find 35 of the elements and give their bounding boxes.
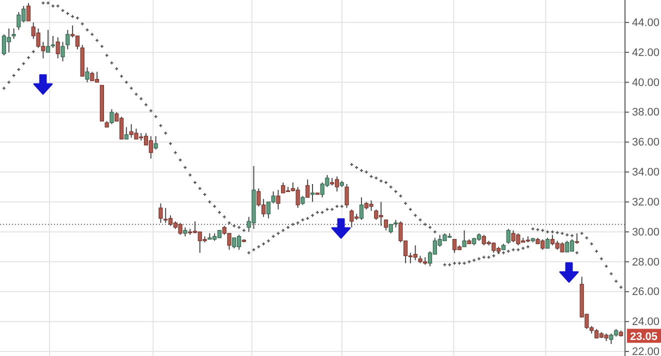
candlestick [384,219,388,231]
candlestick [154,136,158,150]
candlestick [306,178,310,198]
candlestick [276,189,280,210]
candlestick [85,66,90,83]
candlestick [26,2,31,22]
candlestick [110,108,114,125]
annotation: 23.05 [630,330,658,343]
y-tick-label: 22.00 [632,346,660,356]
candlestick [12,28,16,40]
y-tick-label: 30.00 [632,226,660,238]
candlestick [60,41,65,62]
candlestick [66,29,70,50]
candlestick [359,196,364,220]
y-tick-label: 38.00 [632,106,660,119]
candlestick [56,36,60,59]
y-tick-label: 42.00 [632,46,660,59]
candlestick [310,183,315,202]
y-tick-label: 44.00 [632,16,660,29]
y-tick-label: 28.00 [632,256,660,268]
candlestick [46,29,50,53]
y-tick-label: 36.00 [632,136,660,149]
candlestick [506,228,510,244]
y-tick-label: 34.00 [632,166,660,179]
y-tick-label: 26.00 [632,286,660,298]
candlestick [574,232,579,244]
candlestick [344,183,349,208]
candlestick [50,35,56,48]
y-tick-label: 32.00 [632,196,660,208]
candlestick [124,126,128,140]
candlestick [546,237,550,249]
candlestick [462,230,466,248]
candlestick [158,202,163,224]
y-tick-label: 40.00 [632,76,660,89]
y-tick-label: 24.00 [632,316,660,328]
